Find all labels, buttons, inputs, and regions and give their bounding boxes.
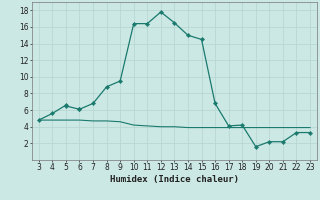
X-axis label: Humidex (Indice chaleur): Humidex (Indice chaleur): [110, 175, 239, 184]
